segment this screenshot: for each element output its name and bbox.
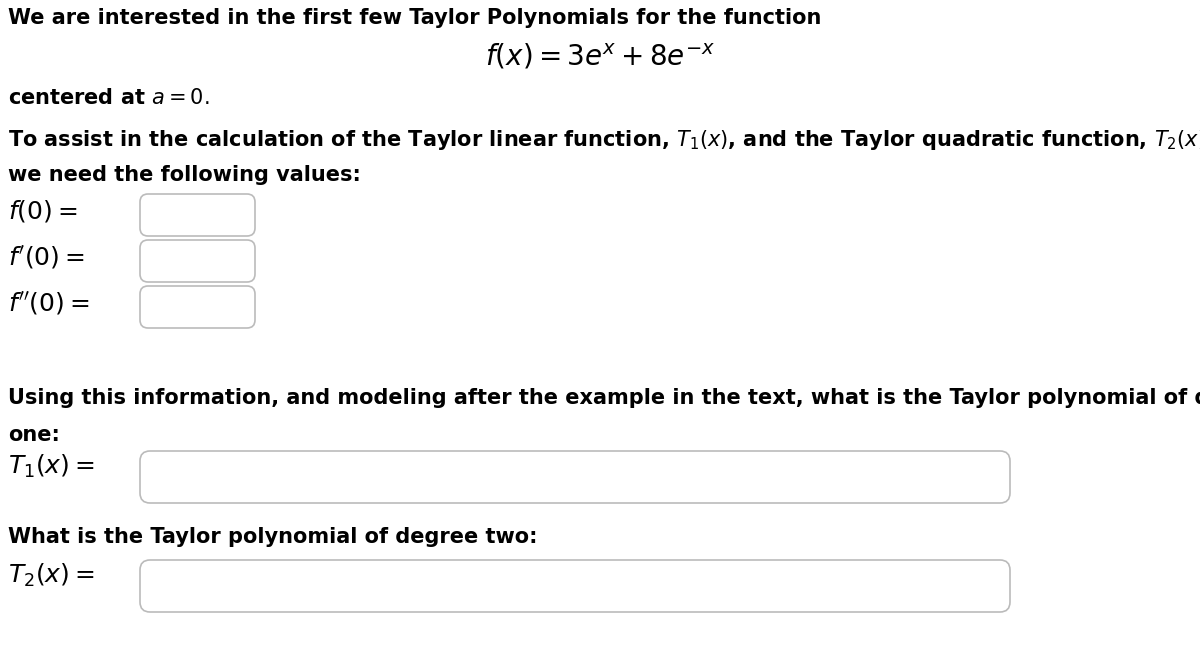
Text: $T_1(x) =$: $T_1(x) =$ bbox=[8, 453, 95, 480]
Text: Using this information, and modeling after the example in the text, what is the : Using this information, and modeling aft… bbox=[8, 388, 1200, 408]
Text: $f(x) = 3e^{x} + 8e^{-x}$: $f(x) = 3e^{x} + 8e^{-x}$ bbox=[485, 42, 715, 72]
Text: $f(0) =$: $f(0) =$ bbox=[8, 198, 77, 224]
Text: We are interested in the first few Taylor Polynomials for the function: We are interested in the first few Taylo… bbox=[8, 8, 821, 28]
FancyBboxPatch shape bbox=[140, 451, 1010, 503]
Text: one:: one: bbox=[8, 425, 60, 445]
FancyBboxPatch shape bbox=[140, 194, 256, 236]
FancyBboxPatch shape bbox=[140, 240, 256, 282]
Text: we need the following values:: we need the following values: bbox=[8, 165, 361, 185]
FancyBboxPatch shape bbox=[140, 560, 1010, 612]
Text: To assist in the calculation of the Taylor linear function, $T_1(x)$, and the Ta: To assist in the calculation of the Tayl… bbox=[8, 128, 1200, 152]
Text: $T_2(x) =$: $T_2(x) =$ bbox=[8, 562, 95, 589]
Text: $f''(0) =$: $f''(0) =$ bbox=[8, 290, 90, 317]
Text: centered at $a = 0.$: centered at $a = 0.$ bbox=[8, 88, 210, 108]
FancyBboxPatch shape bbox=[140, 286, 256, 328]
Text: $f'(0) =$: $f'(0) =$ bbox=[8, 244, 85, 271]
Text: What is the Taylor polynomial of degree two:: What is the Taylor polynomial of degree … bbox=[8, 527, 538, 547]
